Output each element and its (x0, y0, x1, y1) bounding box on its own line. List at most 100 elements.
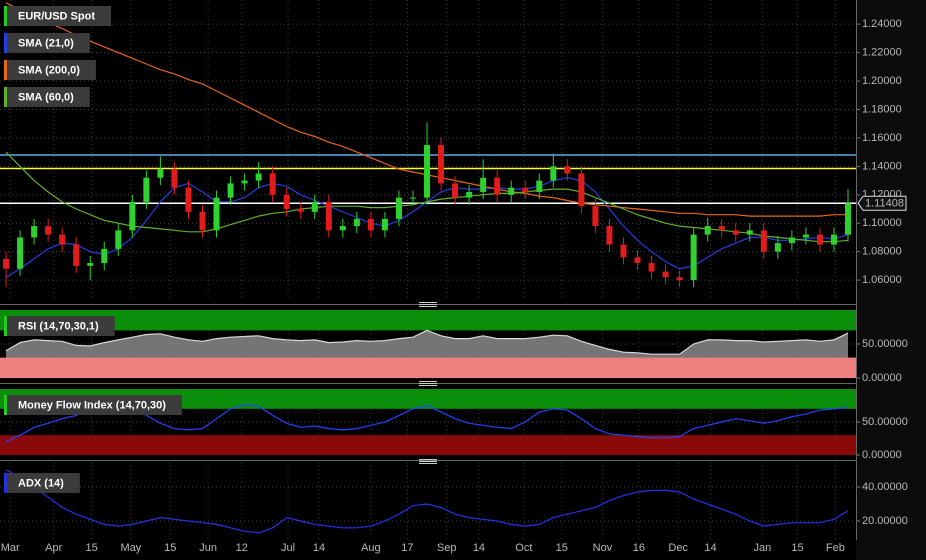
candle-body (774, 243, 781, 252)
candle-body (395, 197, 402, 219)
handle[interactable] (419, 302, 437, 303)
candle-body (690, 234, 697, 281)
candle-body (115, 230, 122, 249)
candle-body (452, 183, 459, 198)
y-tick-label: 50.00000 (862, 416, 908, 428)
legend-label: SMA (200,0) (18, 64, 80, 76)
handle[interactable] (419, 459, 437, 460)
x-tick-label: Apr (45, 542, 62, 554)
candle-body (171, 169, 178, 188)
y-tick-label: 1.16000 (862, 132, 902, 144)
legend-box (4, 6, 111, 26)
candle-body (634, 257, 641, 264)
legend-item: Money Flow Index (14,70,30) (4, 395, 182, 415)
candle-body (550, 166, 557, 181)
legend-label: SMA (60,0) (18, 91, 74, 103)
legend-box (4, 60, 96, 80)
handle[interactable] (419, 306, 437, 307)
legend-box (4, 33, 90, 53)
x-tick-label: Mar (1, 542, 20, 554)
y-tick-label: 1.20000 (862, 75, 902, 87)
candle-body (718, 226, 725, 231)
handle[interactable] (419, 304, 437, 305)
candle-body (704, 226, 711, 235)
candle-body (802, 234, 809, 238)
candle-body (494, 177, 501, 195)
legend-label: ADX (14) (18, 477, 64, 489)
candle-body (536, 180, 543, 192)
y-tick-label: 1.08000 (862, 246, 902, 258)
x-tick-label: Jan (754, 542, 772, 554)
candle-body (157, 169, 164, 178)
legend-item: ADX (14) (4, 473, 80, 493)
x-tick-label: Feb (826, 542, 845, 554)
candle-body (662, 271, 669, 278)
candle-body (353, 218, 360, 227)
resize-handles (419, 302, 437, 464)
candle-body (73, 244, 80, 266)
y-tick-label: 1.06000 (862, 274, 902, 286)
handle[interactable] (419, 461, 437, 462)
legend-label: SMA (21,0) (18, 37, 74, 49)
candle-body (620, 244, 627, 258)
candle-body (760, 230, 767, 252)
legend-label: Money Flow Index (14,70,30) (18, 399, 166, 411)
legend-item: EUR/USD Spot (4, 6, 111, 26)
y-tick-label: 40.00000 (862, 481, 908, 493)
x-tick-label: 15 (86, 542, 98, 554)
candle-body (311, 201, 318, 212)
x-tick-label: 17 (401, 542, 413, 554)
candle-body (17, 237, 24, 269)
candle-body (578, 173, 585, 207)
candle-body (213, 197, 220, 231)
layers: 1.060001.080001.100001.120001.140001.160… (0, 0, 908, 554)
candle-body (788, 237, 795, 244)
x-tick-label: 15 (164, 542, 176, 554)
legend-swatch (4, 473, 7, 493)
price-marker-label: 1.11408 (865, 198, 904, 210)
handle[interactable] (419, 463, 437, 464)
candle-body (87, 263, 94, 266)
candle-body (676, 277, 683, 281)
candle-body (185, 187, 192, 212)
candle-body (466, 191, 473, 198)
indicator-line (5, 329, 849, 355)
candle-body (522, 187, 529, 192)
handle[interactable] (419, 385, 437, 386)
band (0, 357, 856, 378)
candle-body (845, 203, 852, 235)
handle[interactable] (419, 383, 437, 384)
x-tick-label: May (121, 542, 142, 554)
x-tick-label: Oct (515, 542, 532, 554)
legend-swatch (4, 87, 7, 107)
x-tick-label: Aug (361, 542, 381, 554)
candle-body (508, 187, 515, 195)
legend-item: SMA (200,0) (4, 60, 96, 80)
x-tick-label: Jun (199, 542, 217, 554)
band (0, 435, 856, 455)
legend-swatch (4, 6, 7, 26)
legend-swatch (4, 395, 7, 415)
price-marker (857, 195, 907, 211)
candle-body (255, 173, 262, 181)
handle[interactable] (419, 381, 437, 382)
x-tick-label: Dec (668, 542, 688, 554)
candle-body (424, 145, 431, 198)
indicator-line (5, 469, 849, 534)
y-tick-label: 1.18000 (862, 103, 902, 115)
candle-body (438, 145, 445, 184)
candle-body (564, 166, 571, 174)
indicator-line (5, 404, 849, 443)
candle-body (143, 177, 150, 202)
y-tick-label: 1.10000 (862, 217, 902, 229)
y-tick-label: 0.00000 (862, 449, 902, 461)
candle-body (283, 194, 290, 210)
candle-body (339, 226, 346, 231)
candle-body (227, 183, 234, 198)
candle-body (241, 180, 248, 184)
legend-label: RSI (14,70,30,1) (18, 320, 99, 332)
legend-item: SMA (60,0) (4, 87, 90, 107)
x-tick-label: 12 (236, 542, 248, 554)
candle-body (480, 177, 487, 192)
